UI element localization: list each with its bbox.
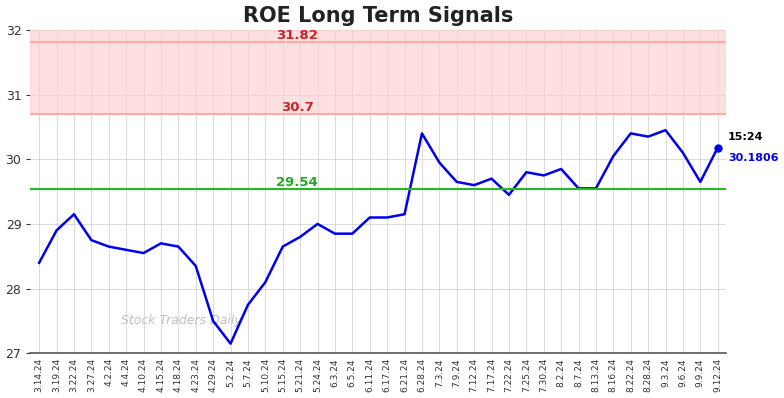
Text: 31.82: 31.82 [276,29,318,41]
Text: 15:24: 15:24 [728,133,764,142]
Bar [31,41,727,114]
Text: Stock Traders Daily: Stock Traders Daily [121,314,241,328]
Bar [31,30,727,41]
Text: 30.1806: 30.1806 [728,153,779,163]
Text: 30.7: 30.7 [281,101,314,114]
Title: ROE Long Term Signals: ROE Long Term Signals [243,6,514,25]
Text: 29.54: 29.54 [276,176,318,189]
